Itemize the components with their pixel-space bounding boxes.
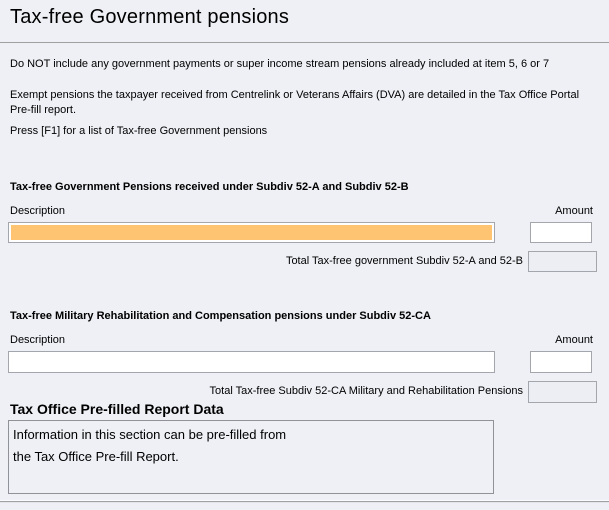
note-exempt-pensions: Exempt pensions the taxpayer received fr… <box>10 89 580 116</box>
note-press-f1: Press [F1] for a list of Tax-free Govern… <box>10 125 268 137</box>
title-divider <box>0 42 609 43</box>
amount-input-52ca[interactable] <box>530 351 592 373</box>
prefill-info-line: Information in this section can be pre-f… <box>13 427 287 442</box>
bottom-divider <box>0 500 609 503</box>
section-heading-subdiv-52ca: Tax-free Military Rehabilitation and Com… <box>10 310 431 322</box>
total-label-52ca: Total Tax-free Subdiv 52-CA Military and… <box>209 385 523 397</box>
page-title: Tax-free Government pensions <box>10 6 290 28</box>
note-do-not-include: Do NOT include any government payments o… <box>10 58 550 70</box>
prefill-heading: Tax Office Pre-filled Report Data <box>10 401 224 417</box>
total-label-52ab: Total Tax-free government Subdiv 52-A an… <box>285 255 523 267</box>
description-label-52ca: Description <box>10 334 66 346</box>
total-value-52ab <box>528 251 597 272</box>
total-value-52ca <box>528 381 597 403</box>
prefill-info-line: the Tax Office Pre-fill Report. <box>13 449 179 464</box>
description-label-52ab: Description <box>10 205 66 217</box>
prefill-info-box: Information in this section can be pre-f… <box>8 420 494 494</box>
amount-input-52ab[interactable] <box>530 222 592 243</box>
section-heading-subdiv-52ab: Tax-free Government Pensions received un… <box>10 181 409 193</box>
description-input-52ab[interactable] <box>8 222 495 243</box>
description-input-52ca[interactable] <box>8 351 495 373</box>
amount-label-52ab: Amount <box>555 205 593 217</box>
amount-label-52ca: Amount <box>555 334 593 346</box>
